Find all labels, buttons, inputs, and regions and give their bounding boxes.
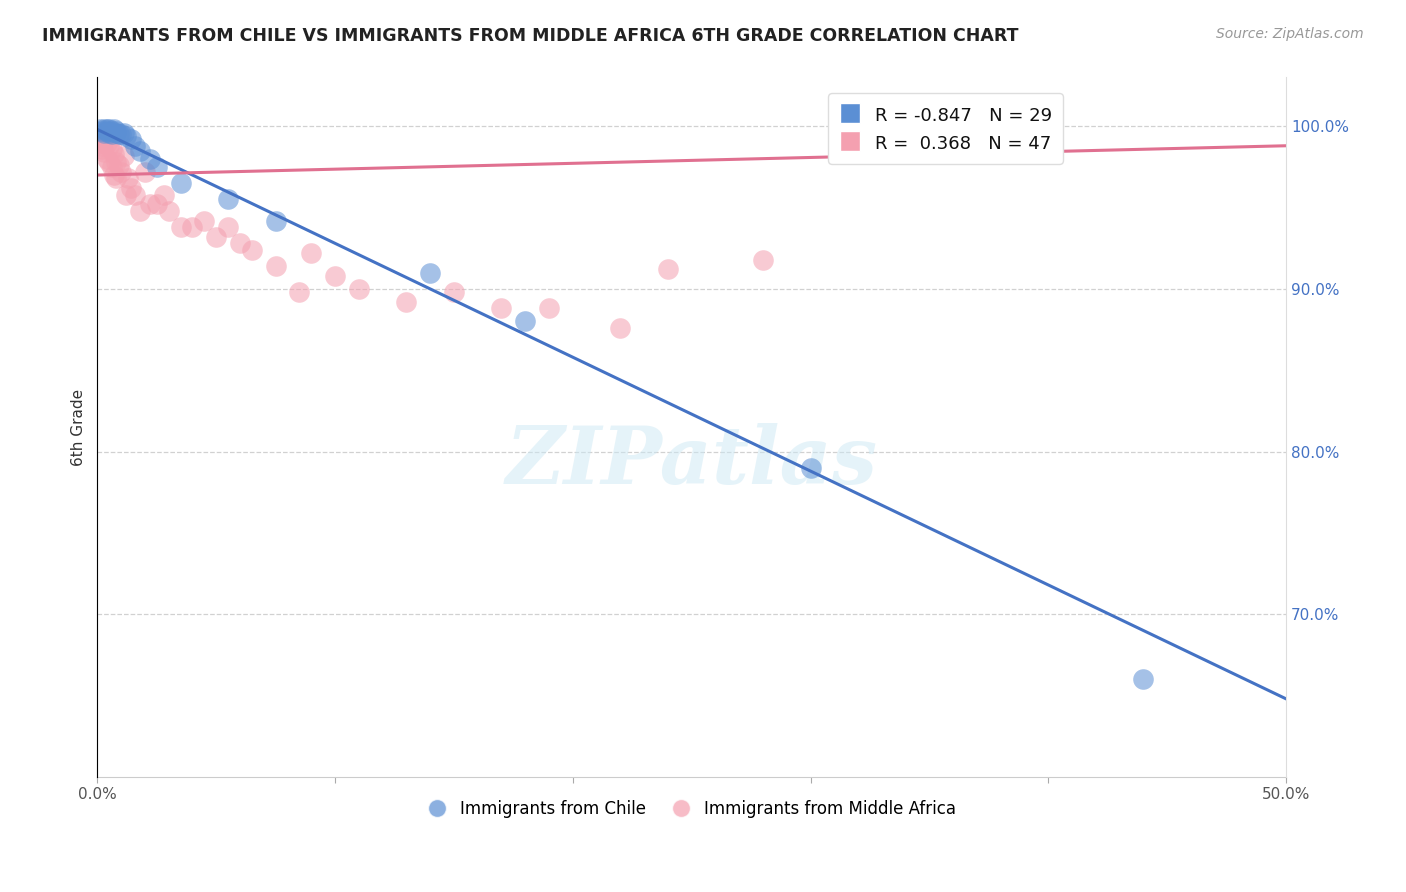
Point (112, 148, 135, 162)
Point (205, 230, 228, 244)
Text: Source: ZipAtlas.com: Source: ZipAtlas.com (1216, 27, 1364, 41)
Point (96, 136, 118, 150)
Point (169, 176, 191, 190)
Point (93, 126, 115, 140)
Point (103, 147, 125, 161)
Point (96, 124, 118, 138)
Point (110, 165, 132, 179)
Point (217, 193, 239, 207)
Point (1132, 673, 1154, 687)
Point (157, 203, 180, 218)
Point (181, 220, 204, 235)
Point (395, 294, 418, 309)
Point (217, 220, 239, 235)
Point (146, 197, 169, 211)
Point (537, 301, 560, 316)
Point (124, 187, 146, 202)
Point (89, 136, 111, 150)
Point (146, 160, 169, 174)
Point (240, 243, 263, 257)
Point (107, 158, 129, 172)
Point (91, 124, 114, 138)
Point (129, 144, 152, 158)
Point (657, 262, 679, 277)
Point (124, 138, 146, 153)
Point (91, 138, 114, 153)
Point (134, 165, 156, 179)
Point (288, 285, 311, 300)
Point (491, 301, 513, 316)
Point (799, 460, 821, 475)
Point (120, 132, 142, 146)
Point (299, 246, 322, 260)
Point (347, 282, 370, 296)
Point (93, 132, 115, 146)
Point (93, 145, 115, 160)
Point (100, 160, 122, 174)
Point (96, 152, 118, 166)
Point (96, 122, 118, 136)
Point (323, 268, 346, 283)
Point (129, 203, 152, 218)
Point (752, 252, 775, 267)
Point (609, 321, 631, 335)
Point (110, 128, 132, 142)
Point (91, 142, 114, 156)
Point (98, 122, 121, 136)
Point (138, 152, 160, 166)
Point (98, 155, 121, 169)
Point (443, 285, 465, 300)
Point (193, 213, 215, 227)
Point (105, 171, 128, 186)
Point (103, 168, 125, 182)
Point (115, 187, 138, 202)
Point (515, 314, 537, 328)
Legend: Immigrants from Chile, Immigrants from Middle Africa: Immigrants from Chile, Immigrants from M… (420, 793, 963, 824)
Point (112, 126, 135, 140)
Point (115, 128, 138, 143)
Point (100, 128, 122, 142)
Point (153, 187, 176, 202)
Point (98, 138, 121, 153)
Point (169, 220, 191, 235)
Point (93, 122, 115, 136)
Text: ZIPatlas: ZIPatlas (506, 424, 877, 501)
Point (117, 171, 139, 186)
Point (120, 181, 142, 195)
Point (264, 259, 287, 273)
Point (100, 142, 122, 156)
Text: IMMIGRANTS FROM CHILE VS IMMIGRANTS FROM MIDDLE AFRICA 6TH GRADE CORRELATION CHA: IMMIGRANTS FROM CHILE VS IMMIGRANTS FROM… (42, 27, 1019, 45)
Y-axis label: 6th Grade: 6th Grade (72, 389, 86, 466)
Point (138, 197, 160, 211)
Point (89, 122, 111, 136)
Point (103, 122, 125, 136)
Point (98, 126, 121, 140)
Point (105, 155, 128, 169)
Point (105, 124, 128, 138)
Point (105, 126, 128, 140)
Point (229, 236, 252, 251)
Point (264, 213, 287, 227)
Point (100, 124, 122, 138)
Point (419, 266, 441, 280)
Point (107, 128, 129, 142)
